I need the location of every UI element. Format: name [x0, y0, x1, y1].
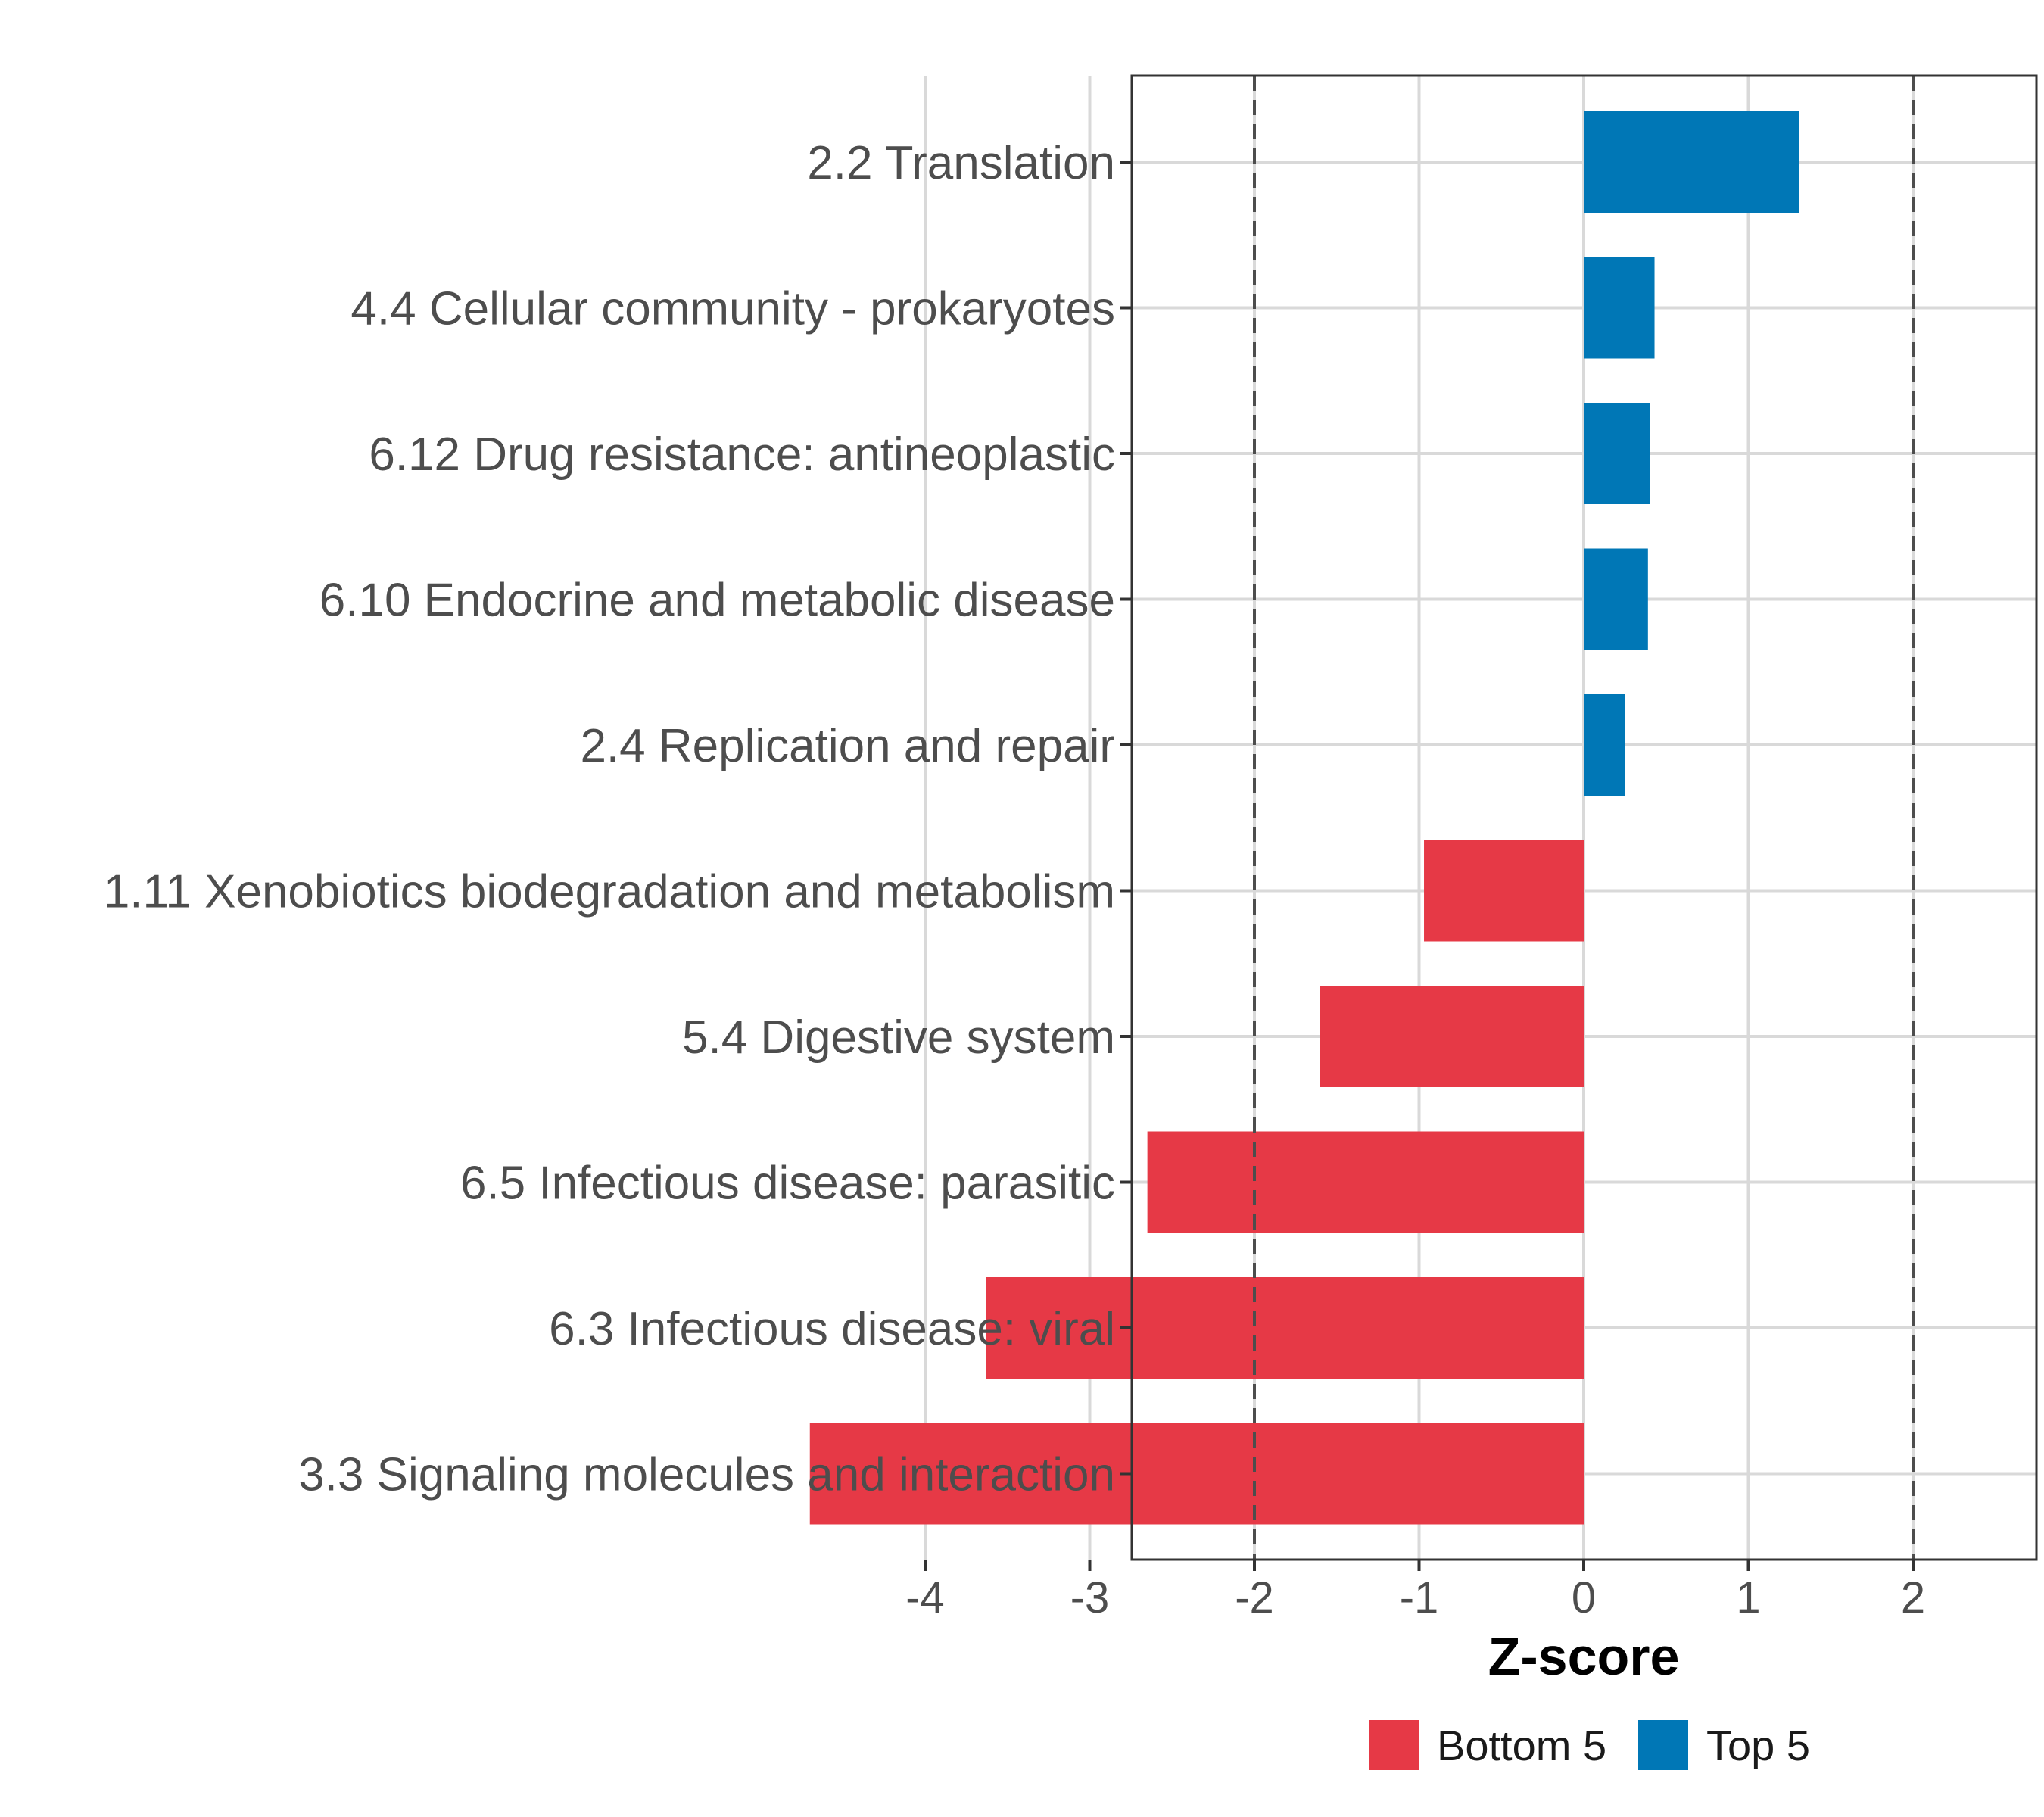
reference-line-layer [1253, 76, 1915, 1560]
x-tick-label-4: 0 [1572, 1573, 1596, 1622]
bar-5 [1424, 840, 1584, 942]
category-label-1: 4.4 Cellular community - prokaryotes [351, 283, 1115, 335]
legend-label-0: Bottom 5 [1437, 1722, 1606, 1769]
x-tick-label-2: -2 [1235, 1573, 1274, 1622]
legend-key-0 [1369, 1720, 1419, 1770]
bar-9 [809, 1423, 1584, 1525]
category-label-9: 3.3 Signaling molecules and interaction [298, 1449, 1115, 1501]
x-tick-label-5: 1 [1736, 1573, 1760, 1622]
bar-1 [1584, 257, 1655, 359]
x-axis-title: Z-score [1488, 1627, 1680, 1686]
category-label-5: 1.11 Xenobiotics biodegradation and meta… [104, 866, 1115, 918]
x-tick-label-6: 2 [1901, 1573, 1925, 1622]
x-tick-label-3: -1 [1400, 1573, 1439, 1622]
legend-label-1: Top 5 [1706, 1722, 1810, 1769]
bar-8 [986, 1277, 1584, 1379]
legend-key-1 [1638, 1720, 1688, 1770]
category-label-4: 2.4 Replication and repair [580, 720, 1115, 772]
y-axis: 2.2 Translation 4.4 Cellular community - … [104, 137, 1132, 1501]
bar-4 [1584, 694, 1625, 796]
legend: Bottom 5 Top 5 [1369, 1720, 1810, 1770]
x-tick-label-1: -3 [1070, 1573, 1110, 1622]
category-label-0: 2.2 Translation [807, 137, 1115, 189]
bar-3 [1584, 548, 1648, 650]
x-tick-label-0: -4 [905, 1573, 945, 1622]
bar-6 [1320, 986, 1584, 1087]
bar-layer [809, 111, 1799, 1525]
bar-0 [1584, 111, 1799, 213]
bar-2 [1584, 403, 1650, 504]
bar-7 [1147, 1131, 1584, 1233]
category-label-8: 6.3 Infectious disease: viral [549, 1303, 1115, 1355]
category-label-6: 5.4 Digestive system [682, 1011, 1115, 1064]
category-label-7: 6.5 Infectious disease: parasitic [460, 1158, 1115, 1210]
x-axis: -4-3-2-101234 [905, 1560, 1925, 1622]
grid-layer [924, 76, 2036, 1560]
category-label-3: 6.10 Endocrine and metabolic disease [319, 575, 1115, 627]
category-label-2: 6.12 Drug resistance: antineoplastic [369, 429, 1115, 481]
